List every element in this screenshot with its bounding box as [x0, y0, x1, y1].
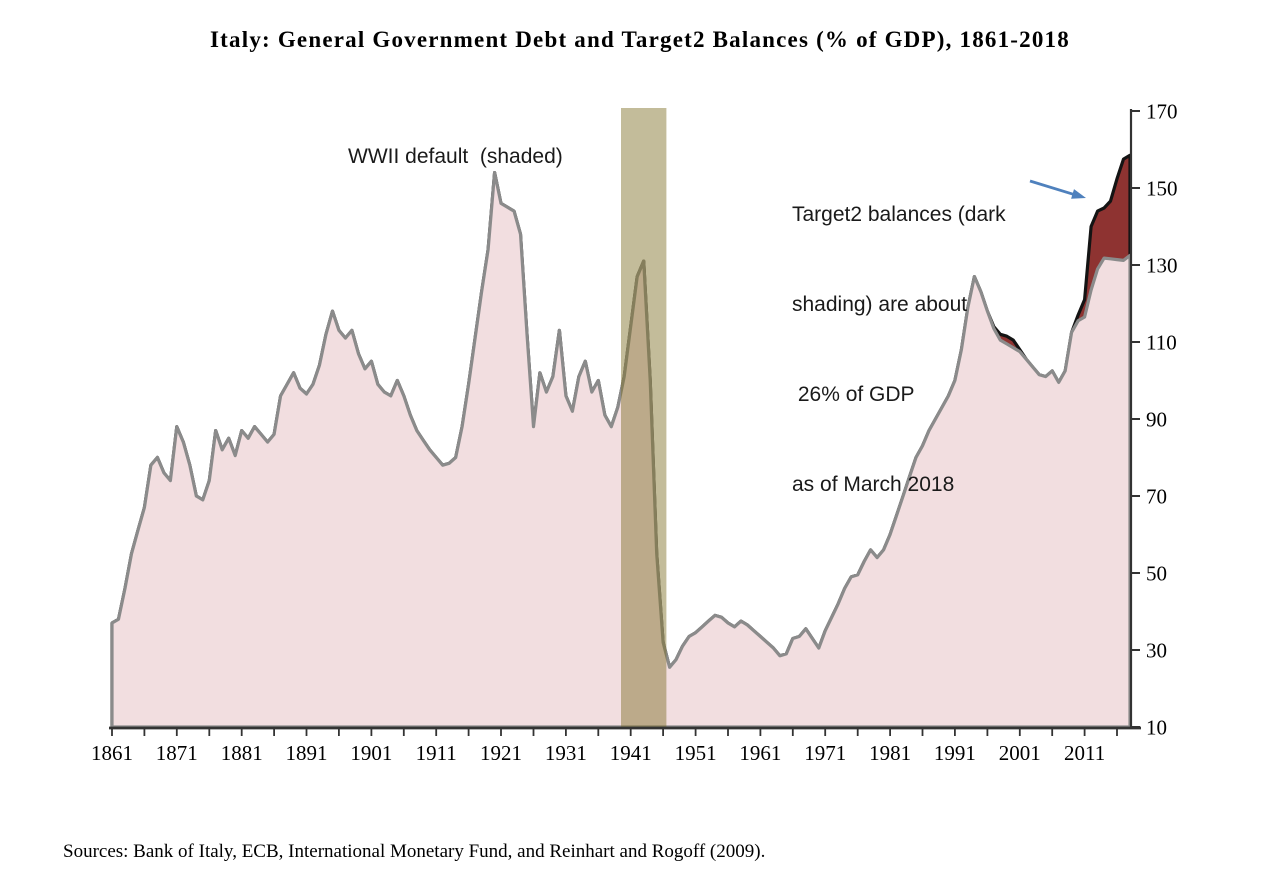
- source-note: Sources: Bank of Italy, ECB, Internation…: [63, 841, 766, 862]
- x-tick-label: 1941: [610, 741, 652, 765]
- y-tick-label: 70: [1146, 485, 1167, 509]
- x-tick-label: 1931: [545, 741, 587, 765]
- annotation-arrow: [1029, 179, 1074, 196]
- annotation-arrow-head: [1071, 189, 1086, 199]
- annotation-target2-line4: as of March 2018: [792, 473, 955, 496]
- x-tick-label: 1911: [416, 741, 457, 765]
- wwii-band: [621, 108, 667, 727]
- x-tick-label: 1881: [221, 741, 263, 765]
- annotation-wwii-default: WWII default (shaded): [348, 145, 563, 168]
- annotation-target2-line2: shading) are about: [792, 293, 968, 316]
- y-tick-label: 90: [1146, 408, 1167, 432]
- x-tick-label: 2011: [1064, 741, 1105, 765]
- annotation-target2-line1: Target2 balances (dark: [792, 203, 1006, 226]
- x-tick-label: 1901: [350, 741, 392, 765]
- x-tick-label: 1981: [869, 741, 911, 765]
- y-tick-label: 150: [1146, 177, 1178, 201]
- y-tick-label: 170: [1146, 100, 1178, 124]
- y-tick-label: 110: [1146, 331, 1177, 355]
- x-tick-label: 1891: [286, 741, 328, 765]
- x-tick-label: 1861: [91, 741, 133, 765]
- y-tick-label: 50: [1146, 562, 1167, 586]
- x-tick-label: 2001: [999, 741, 1041, 765]
- y-tick-label: 30: [1146, 639, 1167, 663]
- x-tick-label: 1921: [480, 741, 522, 765]
- chart-title: Italy: General Government Debt and Targe…: [210, 27, 1070, 52]
- x-tick-label: 1971: [804, 741, 846, 765]
- debt-area: [110, 171, 1132, 729]
- annotation-target2: Target2 balances (dark shading) are abou…: [792, 140, 1006, 560]
- y-tick-label: 10: [1146, 716, 1167, 740]
- annotation-target2-line3: 26% of GDP: [792, 383, 915, 406]
- x-tick-label: 1871: [156, 741, 198, 765]
- y-tick-label: 130: [1146, 254, 1178, 278]
- x-tick-label: 1961: [739, 741, 781, 765]
- x-tick-label: 1991: [934, 741, 976, 765]
- x-tick-label: 1951: [675, 741, 717, 765]
